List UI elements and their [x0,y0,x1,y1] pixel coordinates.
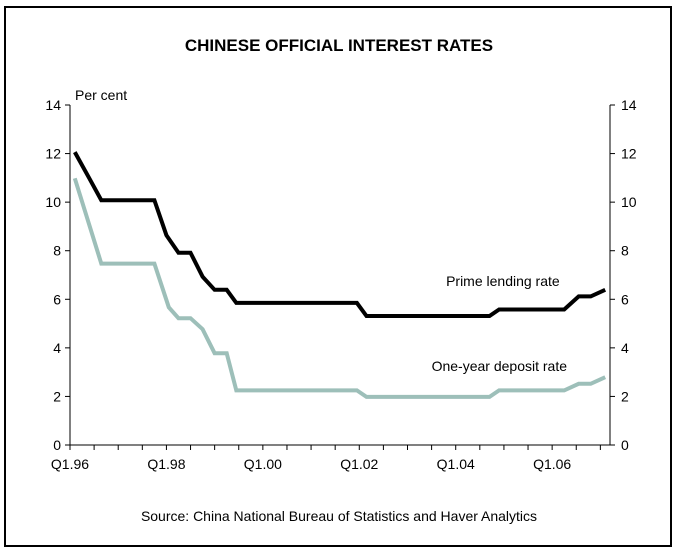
y-tick-label-right: 0 [621,437,629,453]
y-tick-label-left: 0 [53,437,61,453]
x-tick-label: Q1.96 [51,456,89,472]
chart-plot: 0 0 2 2 4 4 6 6 8 8 10 10 12 12 14 14 Q1.96 Q1.98 Q1.00 Q1.… [45,87,636,472]
y-tick-label-left: 14 [45,97,61,113]
chart-title: CHINESE OFFICIAL INTEREST RATES [184,36,494,55]
x-tick-label: Q1.04 [437,456,475,472]
x-tick-label: Q1.98 [147,456,185,472]
series-label: Prime lending rate [446,273,560,289]
y-tick-label-right: 14 [621,97,637,113]
y-tick-label-left: 12 [45,146,61,162]
series-lines [72,151,607,399]
source-note: Source: China National Bureau of Statist… [140,508,538,524]
x-tick-label: Q1.02 [340,456,378,472]
y-tick-label-right: 6 [621,291,629,307]
y-tick-label-right: 8 [621,243,629,259]
series-line [73,151,607,318]
series-label: One-year deposit rate [432,358,568,374]
axes [65,104,615,450]
series-labels: Prime lending rate One-year deposit rate [432,273,568,374]
y-tick-label-right: 12 [621,146,637,162]
x-tick-label: Q1.00 [244,456,282,472]
y-tick-label-left: 4 [53,340,61,356]
y-tick-label-right: 4 [621,340,629,356]
y-tick-label-left: 2 [53,388,61,404]
tick-labels: 0 0 2 2 4 4 6 6 8 8 10 10 12 12 14 14 Q1.96 Q1.98 Q1.00 Q1.… [45,97,636,472]
y-tick-label-left: 6 [53,291,61,307]
y-tick-label-left: 10 [45,194,61,210]
series-line [72,177,607,399]
y-axis-label: Per cent [75,87,127,103]
y-tick-label-right: 10 [621,194,637,210]
y-tick-label-left: 8 [53,243,61,259]
x-tick-label: Q1.06 [533,456,571,472]
y-tick-label-right: 2 [621,388,629,404]
chart-frame [4,6,672,547]
